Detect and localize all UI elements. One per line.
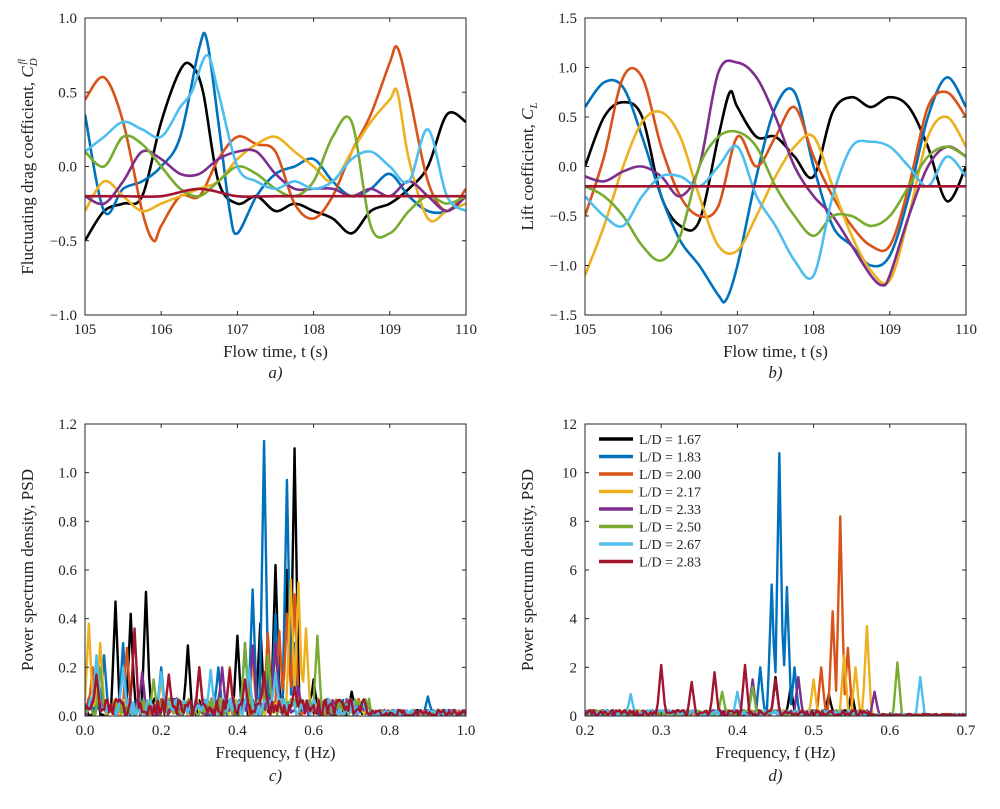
x-tick-label: 0.3: [652, 723, 671, 739]
series-line: [85, 61, 466, 242]
legend-entry: L/D = 1.67: [639, 433, 701, 448]
x-tick-label: 0.4: [228, 723, 247, 739]
x-tick-label: 0.0: [76, 723, 95, 739]
y-tick-label: 1.0: [558, 61, 577, 77]
legend: L/D = 1.67 L/D = 1.83 L/D = 2.00 L/D = 2.17…: [599, 433, 701, 571]
y-tick-label: 10: [562, 466, 577, 482]
x-tick-label: 105: [74, 322, 97, 338]
x-tick-label: 107: [226, 322, 249, 338]
x-tick-label: 0.8: [380, 723, 399, 739]
y-tick-label: 0.4: [58, 612, 77, 628]
y-axis-label: Lift coefficient, CL: [518, 102, 540, 230]
y-tick-label: 0.0: [58, 709, 77, 725]
y-tick-label: 0.5: [558, 110, 577, 126]
series-group: [85, 439, 466, 716]
chart-panel-1: 105 106 107 108 109 110 −1.0 −0.5 0.0 0.5 1.0 Flow …: [17, 11, 477, 382]
axes-box: [84, 17, 467, 316]
y-tick-label: 6: [570, 563, 578, 579]
y-axis-label: Power spectrum density, PSD: [518, 469, 537, 671]
x-tick-label: 109: [379, 322, 402, 338]
y-tick-label: 0.6: [58, 563, 77, 579]
chart-panel-4: 0.2 0.3 0.4 0.5 0.6 0.7 0 2 4 6 8 10 12 Frequency, f …: [518, 417, 976, 785]
x-tick-label: 110: [955, 322, 977, 338]
panel-label: a): [268, 363, 283, 382]
y-tick-label: −1.0: [50, 308, 77, 324]
y-tick-label: 1.2: [58, 417, 77, 433]
series-line: [585, 89, 966, 232]
y-tick-label: 1.5: [558, 11, 577, 27]
series-group: [85, 31, 466, 243]
x-axis-label: Flow time, t (s): [223, 342, 328, 361]
panel-label: c): [269, 766, 283, 785]
legend-entry: L/D = 2.83: [639, 556, 701, 571]
series-line: [85, 53, 466, 213]
x-tick-label: 107: [726, 322, 749, 338]
series-group: [585, 59, 966, 304]
x-tick-label: 0.2: [152, 723, 171, 739]
legend-entry: L/D = 2.33: [639, 503, 701, 518]
x-tick-label: 108: [802, 322, 825, 338]
series-line: [85, 87, 466, 223]
x-tick-label: 0.6: [304, 723, 323, 739]
panel-label: d): [768, 766, 783, 785]
chart-panel-2: 105 106 107 108 109 110 −1.5 −1.0 −0.5 0.0 0.5 1.0 1…: [518, 11, 977, 382]
y-tick-label: 0.0: [558, 160, 577, 176]
x-axis-label: Frequency, f (Hz): [215, 743, 335, 762]
y-tick-label: −1.5: [550, 308, 577, 324]
series-line: [585, 66, 966, 253]
x-tick-label: 0.4: [728, 723, 747, 739]
x-tick-label: 105: [574, 322, 597, 338]
y-axis-label: Power spectrum density, PSD: [18, 469, 37, 671]
y-tick-label: 0.8: [58, 514, 77, 530]
y-tick-label: −0.5: [550, 209, 577, 225]
series-group: [585, 452, 966, 716]
series-line: [85, 187, 466, 199]
series-line: [85, 31, 466, 236]
legend-entry: L/D = 2.67: [639, 538, 701, 553]
x-tick-label: 0.2: [576, 723, 595, 739]
chart-panel-3: 0.0 0.2 0.4 0.6 0.8 1.0 0.0 0.2 0.4 0.6 0.8 1.0 1.2 F…: [18, 417, 475, 785]
x-tick-label: 106: [650, 322, 673, 338]
y-tick-label: −1.0: [550, 259, 577, 275]
x-tick-label: 109: [879, 322, 902, 338]
x-tick-label: 0.5: [804, 723, 823, 739]
y-tick-label: 2: [570, 660, 578, 676]
x-tick-label: 106: [150, 322, 173, 338]
legend-entry: L/D = 2.50: [639, 521, 701, 536]
legend-entry: L/D = 2.00: [639, 468, 701, 483]
y-tick-label: 1.0: [58, 11, 77, 27]
series-line: [585, 59, 966, 287]
series-line: [85, 627, 466, 716]
legend-entry: L/D = 2.17: [639, 486, 701, 501]
x-tick-label: 110: [455, 322, 477, 338]
y-tick-label: 12: [562, 417, 577, 433]
series-line: [85, 45, 466, 243]
series-line: [85, 115, 466, 239]
y-tick-label: 1.0: [58, 466, 77, 482]
panel-label: b): [768, 363, 783, 382]
y-tick-label: 0.0: [58, 160, 77, 176]
y-tick-label: 8: [570, 514, 578, 530]
y-axis-label: Fluctuating drag coefficient, CDfl: [17, 58, 40, 274]
legend-entry: L/D = 1.83: [639, 451, 701, 466]
x-axis-label: Frequency, f (Hz): [715, 743, 835, 762]
x-tick-label: 0.6: [880, 723, 899, 739]
series-line: [585, 76, 966, 304]
x-tick-label: 1.0: [457, 723, 476, 739]
x-tick-label: 108: [302, 322, 325, 338]
series-line: [585, 139, 966, 281]
y-tick-label: 0: [570, 709, 578, 725]
y-tick-label: −0.5: [50, 234, 77, 250]
y-tick-label: 0.5: [58, 85, 77, 101]
x-axis-label: Flow time, t (s): [723, 342, 828, 361]
x-tick-label: 0.7: [957, 723, 976, 739]
y-tick-label: 4: [570, 612, 578, 628]
y-tick-label: 0.2: [58, 660, 77, 676]
